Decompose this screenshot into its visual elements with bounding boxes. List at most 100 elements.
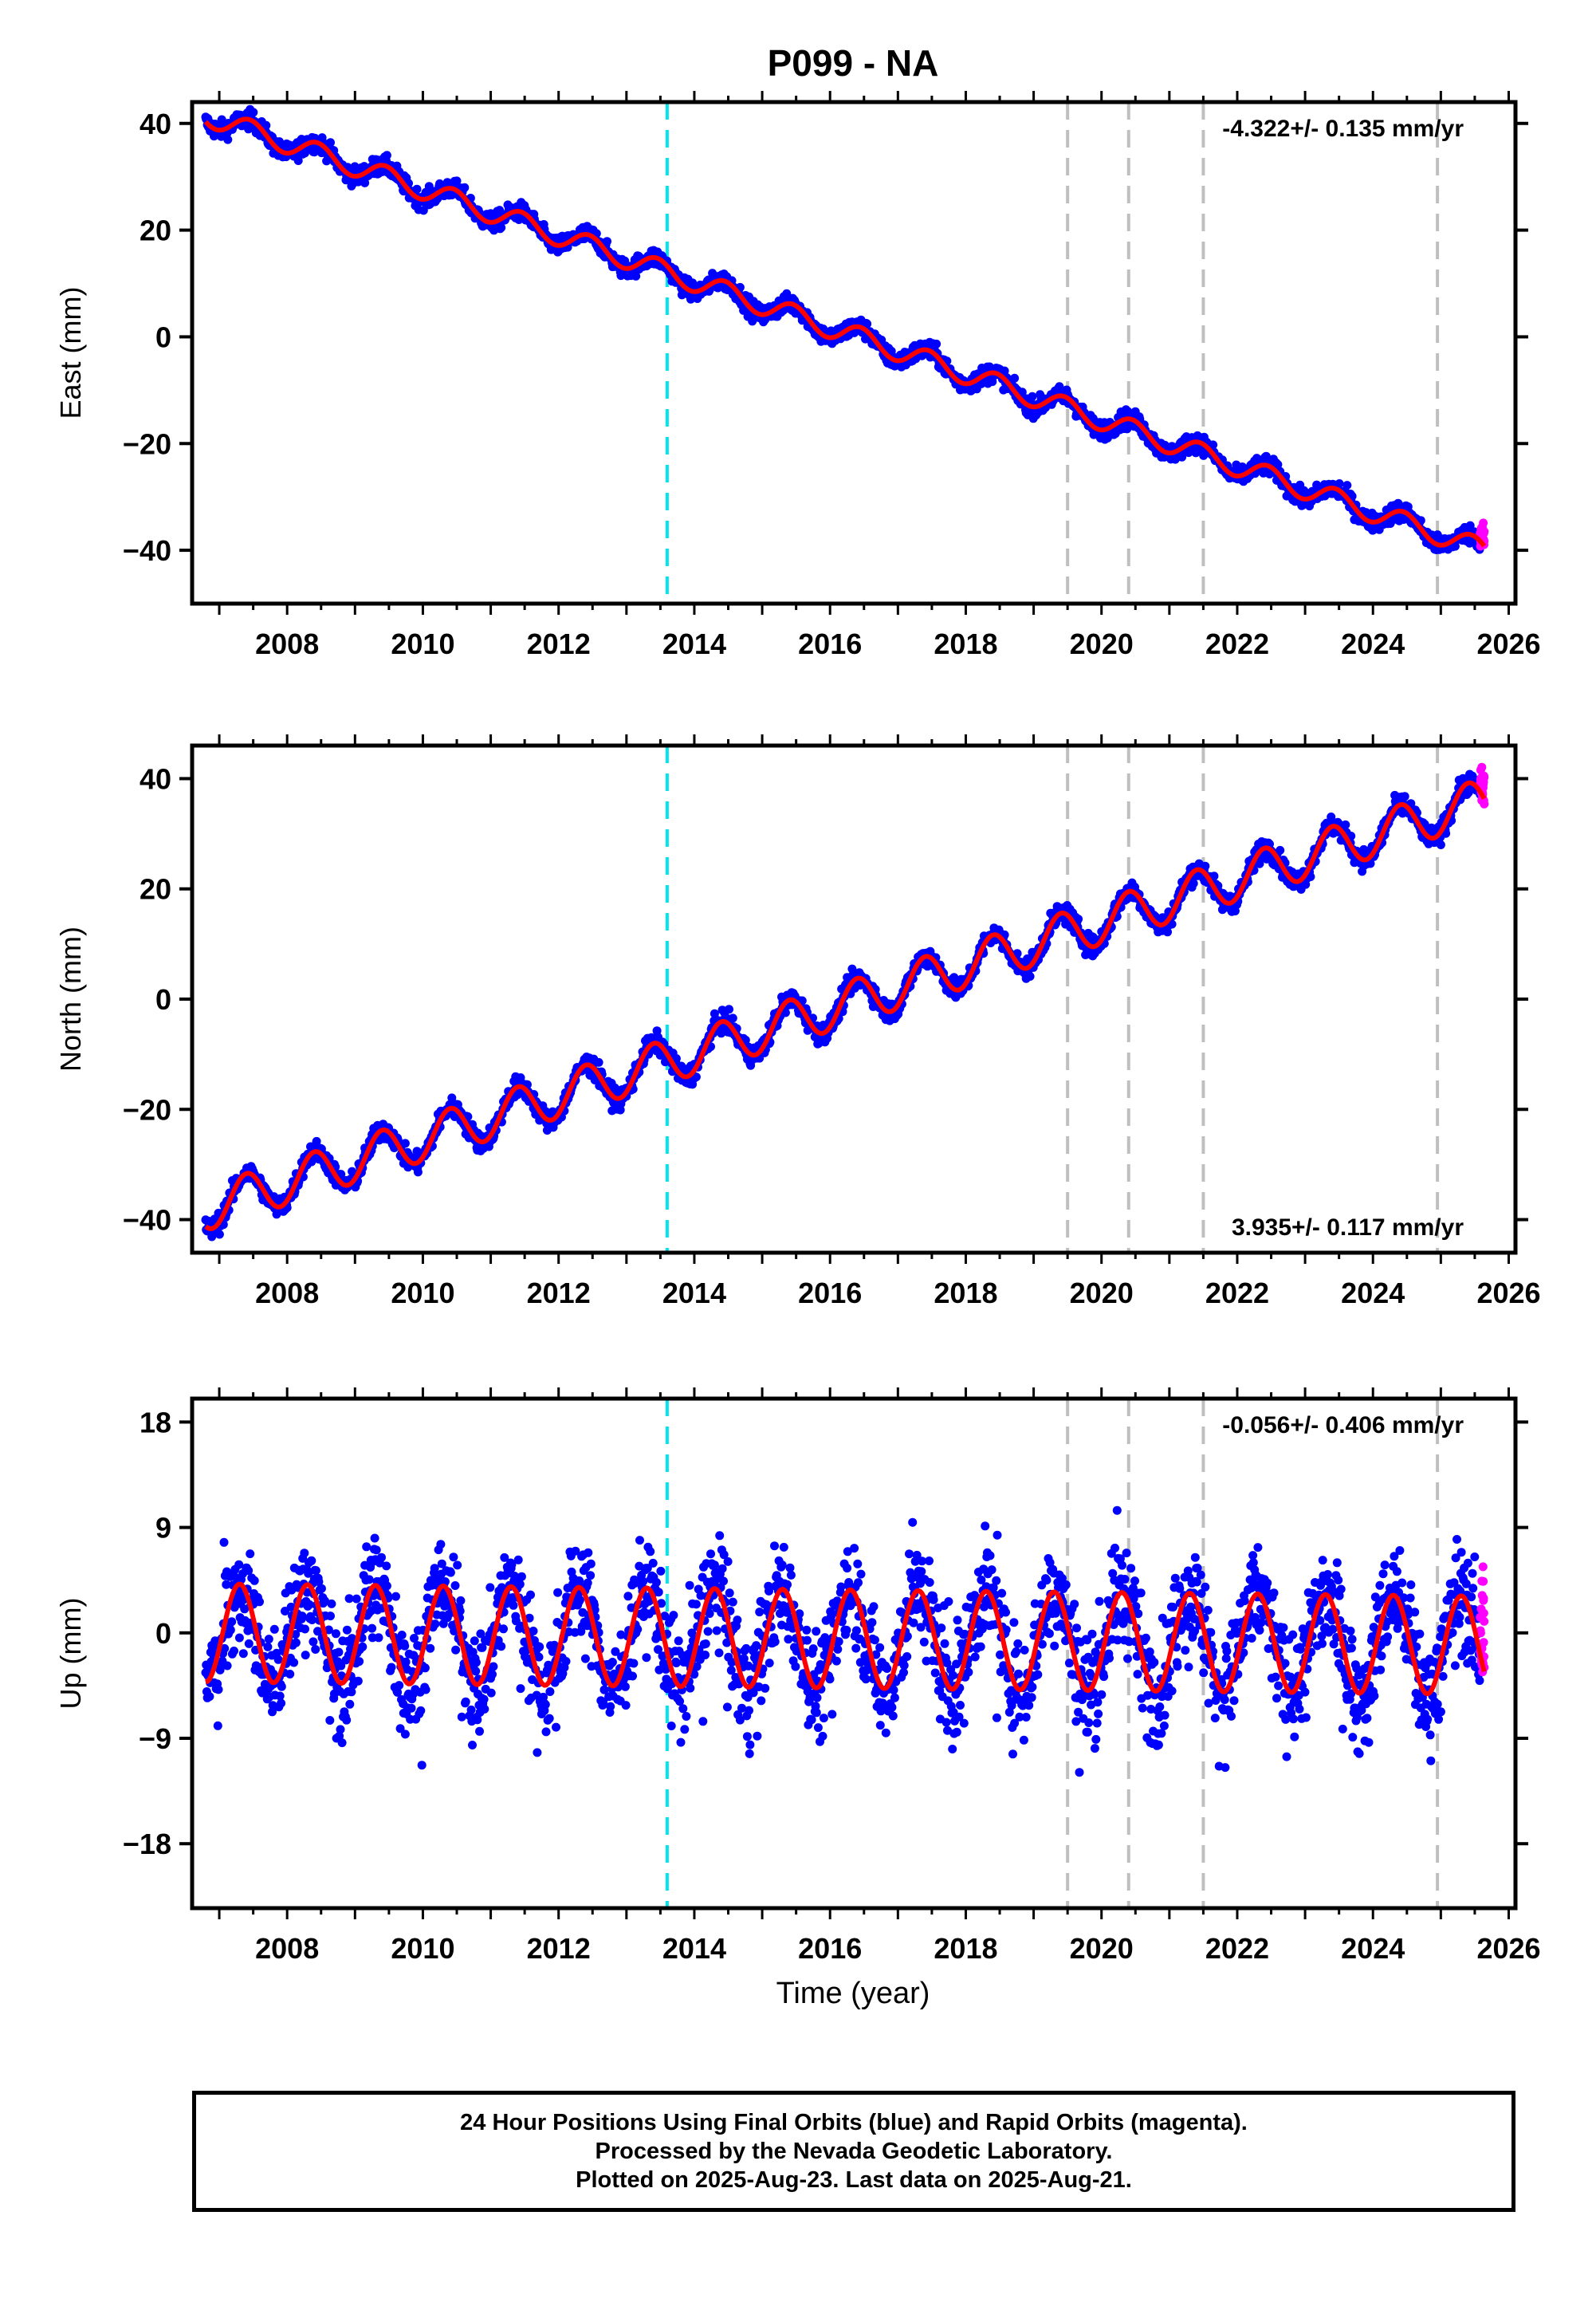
- rapid-point: [1480, 527, 1489, 537]
- x-tick-label: 2020: [1070, 628, 1134, 660]
- data-point: [847, 964, 857, 974]
- data-point: [400, 1139, 410, 1148]
- x-tick-label: 2022: [1205, 628, 1269, 660]
- data-point: [213, 1721, 222, 1730]
- data-point: [230, 1647, 238, 1655]
- data-point: [594, 1057, 603, 1067]
- y-tick-label: 0: [155, 321, 171, 353]
- data-point: [497, 223, 506, 232]
- y-tick-label: −40: [123, 1204, 171, 1237]
- data-point: [1342, 481, 1352, 490]
- data-point: [1028, 392, 1037, 401]
- data-point: [244, 1566, 254, 1576]
- data-point: [691, 1072, 701, 1082]
- y-tick-label: −20: [123, 427, 171, 460]
- data-point: [1276, 845, 1285, 855]
- data-point: [234, 1560, 244, 1569]
- figure-title: P099 - NA: [768, 42, 939, 84]
- data-point: [1074, 915, 1083, 924]
- x-tick-label: 2018: [934, 628, 997, 660]
- x-tick-label: 2014: [662, 628, 726, 660]
- x-tick-label: 2012: [527, 628, 591, 660]
- data-point: [1163, 927, 1172, 937]
- x-tick-label: 2010: [391, 1277, 454, 1309]
- data-point: [1010, 373, 1020, 383]
- data-point: [1201, 861, 1210, 871]
- data-point: [220, 1643, 230, 1653]
- y-tick-label: −20: [123, 1093, 171, 1126]
- data-point: [238, 1649, 248, 1659]
- data-point: [205, 1692, 214, 1702]
- y-tick-label: 40: [140, 108, 171, 140]
- data-point: [222, 1661, 232, 1671]
- data-point: [249, 108, 258, 117]
- data-point: [226, 1625, 235, 1635]
- x-tick-label: 2016: [798, 1277, 862, 1309]
- data-point: [1306, 872, 1315, 881]
- plot-frame: [190, 100, 1518, 606]
- rate-label: -4.322+/- 0.135 mm/yr: [1222, 116, 1464, 142]
- data-point: [949, 973, 959, 982]
- data-point: [780, 1008, 790, 1017]
- data-point: [413, 1167, 423, 1177]
- data-point: [261, 120, 271, 130]
- data-point: [326, 138, 335, 148]
- rate-label: 3.935+/- 0.117 mm/yr: [1232, 1214, 1464, 1241]
- x-tick-label: 2018: [934, 1277, 997, 1309]
- data-point: [1450, 541, 1460, 551]
- data-point: [1177, 452, 1187, 462]
- data-point: [219, 1537, 229, 1547]
- data-point: [863, 319, 872, 329]
- data-point: [452, 176, 462, 186]
- y-tick-label: 20: [140, 214, 171, 247]
- x-tick-label: 2024: [1341, 628, 1405, 660]
- data-point: [234, 1633, 244, 1643]
- x-tick-label: 2024: [1341, 1277, 1405, 1309]
- rapid-point: [1479, 518, 1488, 528]
- data-point: [1341, 820, 1350, 829]
- data-point: [214, 1685, 223, 1694]
- data-point: [1335, 479, 1344, 488]
- model-fit-line: [204, 780, 1487, 1232]
- data-point: [412, 184, 422, 194]
- y-tick-label: 20: [140, 873, 171, 906]
- x-tick-label: 2014: [662, 1277, 726, 1309]
- x-tick-label: 2012: [527, 1277, 591, 1309]
- y-axis-label: North (mm): [54, 927, 87, 1072]
- y-axis-label: East (mm): [54, 287, 87, 419]
- x-tick-label: 2010: [391, 628, 454, 660]
- data-point: [382, 151, 391, 160]
- data-point: [1301, 880, 1311, 889]
- data-point: [1025, 972, 1035, 981]
- x-tick-label: 2026: [1476, 628, 1540, 660]
- x-tick-label: 2016: [798, 628, 862, 660]
- plot-frame: [190, 743, 1518, 1255]
- data-point: [214, 1230, 224, 1239]
- data-point: [244, 1639, 254, 1648]
- data-point: [1209, 440, 1218, 450]
- data-point: [932, 339, 941, 348]
- data-point: [255, 1597, 264, 1607]
- model-fit-line: [203, 116, 1487, 548]
- x-tick-label: 2008: [255, 1277, 319, 1309]
- data-point: [671, 1054, 681, 1063]
- data-point: [250, 1576, 259, 1585]
- rapid-point: [1480, 799, 1489, 809]
- data-point: [460, 183, 470, 192]
- y-tick-label: 0: [155, 983, 171, 1016]
- data-point: [1436, 840, 1445, 849]
- rapid-point: [1477, 762, 1487, 772]
- data-point: [1400, 792, 1409, 801]
- data-point: [725, 1005, 733, 1014]
- data-point: [223, 135, 233, 144]
- data-point: [227, 1617, 237, 1627]
- x-tick-label: 2022: [1205, 1277, 1269, 1309]
- data-point: [222, 1580, 231, 1589]
- data-point: [1017, 388, 1027, 397]
- y-tick-label: −40: [123, 534, 171, 567]
